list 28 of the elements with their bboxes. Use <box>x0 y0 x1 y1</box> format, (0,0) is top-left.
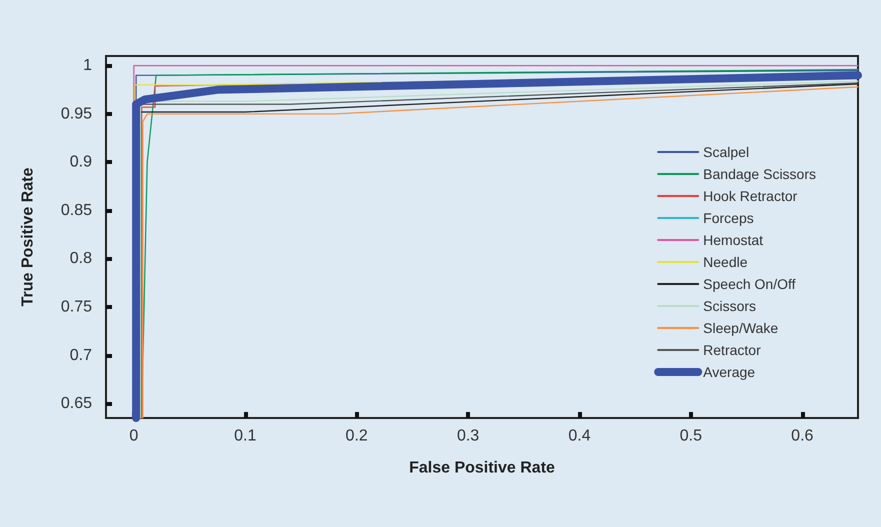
x-tick-label: 0.4 <box>568 428 591 444</box>
legend-label: Retractor <box>703 342 762 358</box>
x-axis-title: False Positive Rate <box>409 460 556 476</box>
y-tick-label: 0.7 <box>70 346 92 364</box>
legend-label: Needle <box>703 254 748 270</box>
y-tick-label: 1 <box>83 57 92 74</box>
legend-label: Scissors <box>703 298 756 314</box>
y-tick-label: 0.85 <box>60 202 92 219</box>
legend-label: Average <box>703 364 756 380</box>
y-tick-label: 0.9 <box>70 154 92 171</box>
x-tick-label: 0.2 <box>346 428 368 444</box>
legend-label: Speech On/Off <box>703 276 796 292</box>
x-tick-label: 0.3 <box>456 428 480 444</box>
y-tick-label: 0.8 <box>70 250 92 268</box>
legend-label: Bandage Scissors <box>703 166 816 182</box>
x-tick-label: 0.6 <box>791 428 814 444</box>
x-tick-label: 0.5 <box>680 428 702 444</box>
legend-label: Forceps <box>703 210 754 226</box>
y-axis-title: True Positive Rate <box>20 168 36 306</box>
y-tick-label: 0.75 <box>60 298 92 316</box>
legend-label: Scalpel <box>703 144 750 160</box>
y-tick-label: 0.95 <box>60 105 92 122</box>
legend-label: Hook Retractor <box>703 188 798 204</box>
legend-label: Sleep/Wake <box>703 320 778 336</box>
legend-label: Hemostat <box>703 232 764 248</box>
x-tick-label: 0.1 <box>234 428 256 444</box>
y-tick-label: 0.65 <box>60 395 92 412</box>
x-tick-label: 0 <box>129 428 138 444</box>
